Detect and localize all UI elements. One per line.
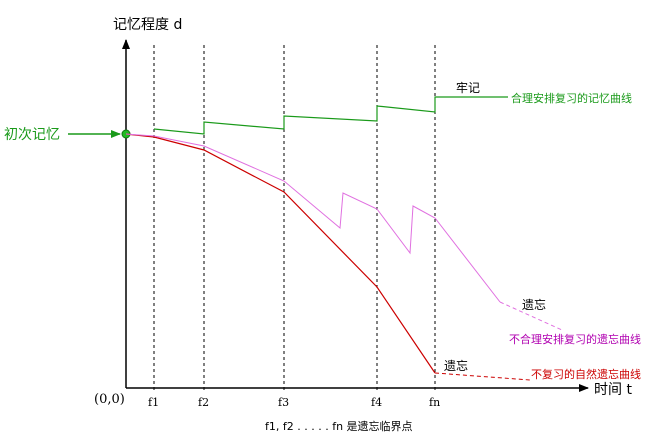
natural-forgetting-tail	[434, 372, 531, 381]
red-curve-label: 不复习的自然遗忘曲线	[531, 367, 641, 381]
x-axis-label: 时间 t	[594, 382, 632, 398]
tick-f3: f3	[278, 396, 289, 409]
green-curve-label: 合理安排复习的记忆曲线	[511, 91, 632, 105]
natural-forgetting-curve	[125, 133, 436, 374]
tick-f2: f2	[198, 396, 209, 409]
unreasonable-review-tail	[499, 301, 563, 331]
critical-point-lines	[153, 45, 436, 390]
unreasonable-review-curve	[125, 133, 501, 303]
pink-curve-label: 不合理安排复习的遗忘曲线	[509, 332, 641, 346]
red-forget-label: 遗忘	[444, 358, 468, 373]
tick-f1: f1	[148, 396, 159, 409]
footnote: f1, f2 . . . . . fn 是遗忘临界点	[265, 419, 413, 433]
pink-forget-label: 遗忘	[522, 297, 546, 312]
first-memory-label: 初次记忆	[4, 126, 60, 143]
origin-label: (0,0)	[94, 392, 125, 407]
y-axis-label: 记忆程度 d	[113, 17, 182, 33]
reasonable-review-curve	[153, 96, 508, 135]
tick-f4: f4	[371, 396, 382, 409]
firm-memory-label: 牢记	[456, 80, 480, 95]
tick-fn: fn	[429, 396, 440, 409]
